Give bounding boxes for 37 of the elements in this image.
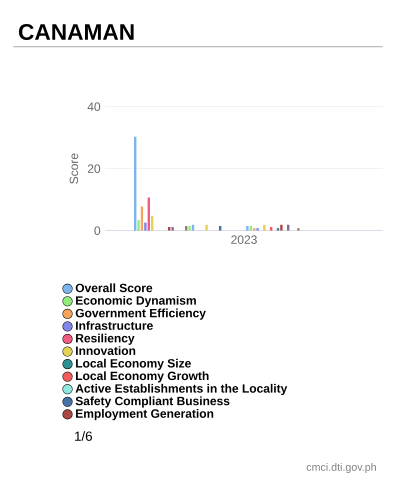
bar [134, 136, 136, 231]
bar [280, 224, 283, 231]
y-axis-title: Score [70, 154, 78, 184]
legend-label: Employment Generation [76, 409, 214, 420]
x-tick-label: 2023 [231, 235, 257, 244]
bar [286, 224, 290, 231]
legend-label: Local Economy Growth [76, 371, 209, 382]
bar [188, 226, 191, 231]
bar [263, 224, 266, 231]
bar [205, 224, 208, 231]
bar [168, 226, 170, 231]
legend-label: Innovation [76, 346, 136, 356]
legend-label: Infrastructure [76, 321, 153, 330]
legend-label: Economic Dynamism [76, 296, 196, 308]
bar [137, 220, 140, 231]
text: 1/6 [75, 431, 92, 441]
legend-label: Safety Compliant Business [76, 396, 230, 408]
bar [218, 226, 222, 231]
bar [256, 228, 259, 231]
legend-label: Local Economy Size [76, 358, 191, 370]
bar [150, 216, 154, 231]
y-tick-label: 40 [88, 102, 100, 111]
chart-title: CANAMAN [18, 24, 134, 40]
bar [270, 226, 272, 231]
bar [184, 226, 188, 231]
y-tick-label: 0 [94, 226, 100, 235]
bar [148, 198, 150, 231]
bar [246, 226, 249, 231]
legend-label: Government Efficiency [76, 308, 206, 320]
legend-label: Resiliency [76, 334, 135, 345]
bar [250, 226, 252, 231]
bar [144, 222, 147, 231]
text: cmci.dti.gov.ph [306, 463, 376, 473]
legend-label: Overall Score [76, 283, 152, 292]
y-tick-label: 20 [88, 164, 100, 173]
bar [252, 228, 256, 231]
legend-label: Active Establishments in the Locality [76, 384, 288, 396]
